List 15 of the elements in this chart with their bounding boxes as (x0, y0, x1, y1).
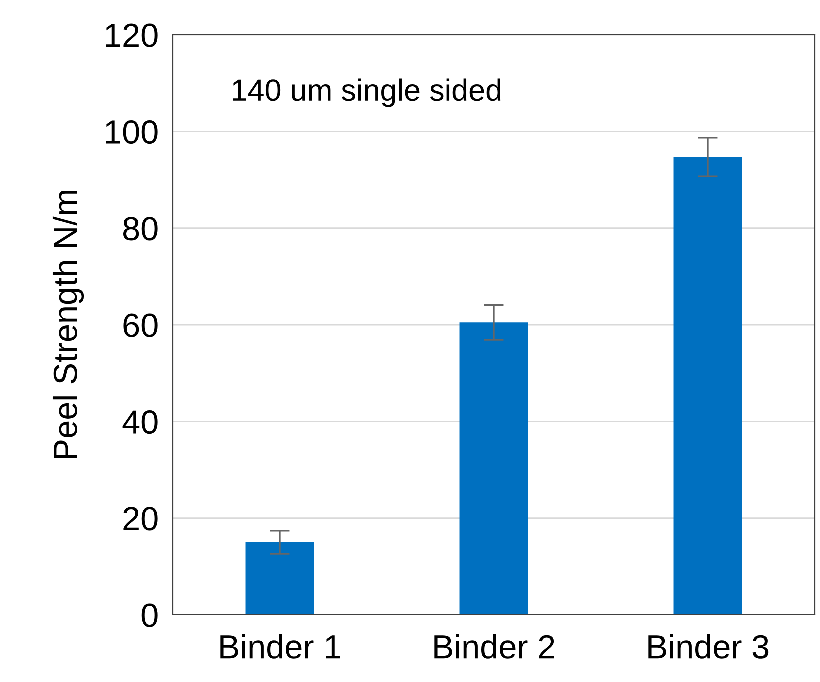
bar (674, 157, 742, 615)
y-tick-label: 80 (123, 217, 158, 241)
bar (460, 322, 528, 615)
y-tick-label: 40 (122, 410, 158, 434)
y-tick-label: 0 (142, 604, 158, 628)
y-tick-label: 60 (124, 314, 158, 338)
y-tick-label: 20 (124, 507, 158, 531)
y-axis-title: Peel Strength N/m (52, 191, 84, 458)
annotation: 140 um single sided (233, 78, 501, 108)
x-tick-label: Binder 2 (434, 634, 554, 659)
bar (246, 542, 314, 615)
x-tick-label: Binder 1 (220, 634, 340, 659)
y-tick-label: 100 (106, 120, 158, 144)
x-tick-label: Binder 3 (648, 634, 769, 659)
y-tick-label: 120 (106, 24, 158, 48)
